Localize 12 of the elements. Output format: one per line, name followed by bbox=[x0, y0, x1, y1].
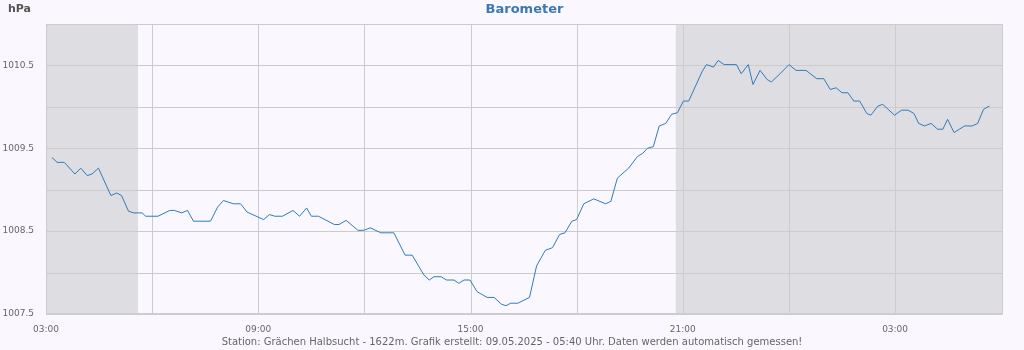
x-tick-label: 03:00 bbox=[882, 323, 909, 334]
chart-title: Barometer bbox=[485, 1, 564, 17]
y-tick-label: 1007.5 bbox=[2, 308, 34, 319]
text: Station: Grächen Halbsucht - 1622m. Grafik erstellt: 09.05.2025 - 05:40 Uhr. Daten werden automatisch gemessen! bbox=[221, 335, 803, 347]
x-tick-label: 15:00 bbox=[457, 323, 484, 334]
y-axis-title: hPa bbox=[8, 1, 32, 15]
x-tick-label: 09:00 bbox=[245, 323, 272, 334]
x-tick-label: 03:00 bbox=[33, 323, 60, 334]
y-tick-label: 1010.5 bbox=[2, 59, 34, 70]
y-tick-label: 1008.5 bbox=[2, 225, 34, 236]
x-tick-label: 21:00 bbox=[669, 323, 697, 334]
y-tick-label: 1009.5 bbox=[2, 142, 34, 153]
